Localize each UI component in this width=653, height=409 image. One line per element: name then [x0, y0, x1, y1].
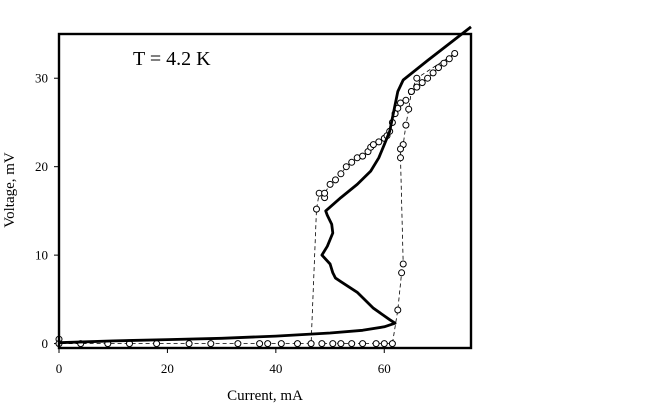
- data-point-circle: [321, 189, 329, 197]
- data-point-circle: [451, 50, 459, 57]
- x-axis-title: Current, mA: [227, 388, 303, 404]
- data-point-circle: [375, 138, 383, 146]
- data-point-circle: [318, 340, 326, 348]
- data-point-circle: [307, 340, 315, 348]
- data-point-circle: [256, 340, 264, 348]
- data-point-circle: [348, 158, 356, 166]
- y-tick-label: 30: [35, 71, 48, 86]
- data-point-circle: [398, 269, 406, 277]
- data-point-circle: [153, 340, 161, 348]
- data-point-circle: [435, 64, 442, 72]
- data-point-circle: [264, 340, 272, 348]
- temperature-annotation: T = 4.2 K: [133, 48, 211, 70]
- data-point-circle: [359, 152, 367, 160]
- data-point-circle: [445, 55, 453, 63]
- y-axis-title: Voltage, mV: [2, 152, 18, 228]
- data-point-circle: [399, 260, 407, 268]
- data-point-circle: [337, 170, 345, 178]
- data-point-circle: [388, 340, 396, 348]
- data-point-circle: [407, 88, 415, 95]
- x-tick-label: 60: [378, 361, 391, 376]
- data-point-circle: [418, 79, 426, 87]
- data-point-circle: [277, 340, 285, 348]
- data-point-circle: [394, 306, 402, 314]
- y-tick-labels: 0 10 20 30: [35, 71, 48, 351]
- data-point-circle: [294, 340, 301, 348]
- data-point-circle: [313, 205, 320, 213]
- y-tick-label: 0: [42, 336, 49, 351]
- data-point-circle: [348, 340, 356, 348]
- data-point-circle: [337, 340, 345, 348]
- data-point-circle: [329, 340, 337, 348]
- data-point-circle: [207, 340, 215, 348]
- tick-marks: [54, 77, 385, 353]
- data-point-circle: [369, 141, 377, 149]
- x-tick-label: 0: [56, 361, 63, 376]
- data-point-circle: [326, 180, 334, 188]
- data-point-circle: [359, 340, 367, 348]
- x-tick-labels: 0 20 40 60: [56, 361, 391, 376]
- x-tick-label: 20: [161, 361, 174, 376]
- data-point-circle: [397, 145, 404, 153]
- data-point-circle: [234, 340, 242, 348]
- series-solid-line: [58, 25, 472, 345]
- data-point-circle: [397, 99, 404, 107]
- data-point-circle: [372, 340, 380, 348]
- y-tick-label: 10: [35, 248, 48, 263]
- data-point-circle: [380, 340, 388, 348]
- data-point-circle: [402, 96, 410, 104]
- data-point-circle: [429, 69, 437, 77]
- plot-frame: [57, 32, 473, 350]
- data-point-circle: [424, 74, 432, 82]
- data-point-circle: [413, 83, 421, 91]
- data-point-circle: [413, 74, 421, 82]
- data-point-circle: [185, 340, 193, 348]
- data-point-circle: [405, 105, 413, 113]
- data-point-circle: [342, 163, 350, 171]
- data-point-circle: [397, 154, 404, 162]
- data-point-circle: [440, 59, 448, 67]
- data-point-circle: [402, 121, 410, 129]
- data-point-circle: [332, 176, 339, 184]
- x-tick-label: 40: [269, 361, 282, 376]
- y-tick-label: 20: [35, 159, 48, 174]
